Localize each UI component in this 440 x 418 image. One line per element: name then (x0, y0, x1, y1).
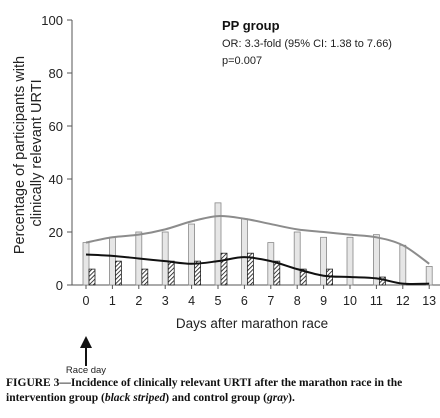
control-trend-line (85, 215, 430, 265)
y-axis-label: Percentage of participants with clinical… (12, 52, 45, 254)
intervention-trend-line (85, 253, 430, 286)
annotation-odds-ratio: OR: 3.3-fold (95% CI: 1.38 to 7.66) (222, 38, 392, 50)
annotation-title: PP group (222, 18, 280, 33)
control-bar (240, 218, 248, 286)
annotation-box: PP group OR: 3.3-fold (95% CI: 1.38 to 7… (222, 18, 392, 67)
y-tick-label: 60 (49, 119, 63, 134)
intervention-bar (194, 260, 202, 286)
intervention-bar (273, 260, 281, 286)
race-day-marker: Race day (66, 336, 106, 376)
control-bar (267, 242, 275, 286)
intervention-bar (246, 252, 254, 286)
x-tick-label: 2 (135, 294, 142, 308)
x-tick-label: 11 (370, 294, 383, 308)
intervention-bar (115, 260, 122, 286)
x-tick-label: 0 (83, 294, 90, 308)
figure-caption: FIGURE 3—Incidence of clinically relevan… (6, 376, 434, 406)
y-tick-label: 80 (49, 66, 63, 81)
x-tick-label: 1 (109, 294, 116, 308)
caption-text: FIGURE 3—Incidence of clinically relevan… (6, 377, 403, 404)
x-tick-label: 5 (215, 294, 222, 308)
caption-emphasis-striped: black striped (104, 392, 166, 404)
race-day-arrow-head (80, 336, 92, 348)
x-tick-label: 3 (162, 294, 169, 308)
x-axis-label: Days after marathon race (176, 316, 328, 331)
control-bar (109, 236, 116, 286)
control-bar (161, 231, 169, 286)
x-tick-label: 4 (188, 294, 195, 308)
y-tick-label: 0 (56, 278, 63, 293)
caption-text: ). (288, 392, 295, 404)
x-tick-label: 13 (422, 294, 436, 308)
control-bar (320, 236, 328, 286)
x-tick-label: 8 (294, 294, 301, 308)
control-bar (82, 242, 90, 286)
x-tick-label: 12 (396, 294, 410, 308)
caption-text: ) and control group ( (165, 392, 268, 404)
race-day-label: Race day (66, 365, 106, 376)
control-bar (425, 266, 433, 286)
annotation-p-value: p=0.007 (222, 55, 262, 67)
control-bar (188, 223, 196, 286)
intervention-bar (220, 252, 228, 286)
y-tick-label: 100 (41, 13, 63, 28)
x-tick-label: 6 (241, 294, 248, 308)
intervention-bar (141, 268, 149, 286)
intervention-bar (167, 260, 175, 286)
x-tick-label: 10 (343, 294, 357, 308)
x-tick-label: 9 (320, 294, 327, 308)
intervention-bar (299, 268, 307, 286)
x-tick-label: 7 (267, 294, 274, 308)
control-bar (293, 231, 301, 286)
intervention-bar (88, 268, 96, 286)
y-tick-label: 20 (49, 225, 63, 240)
control-bar (399, 244, 407, 286)
caption-emphasis-gray: gray (267, 392, 289, 404)
y-tick-label: 40 (49, 172, 63, 187)
